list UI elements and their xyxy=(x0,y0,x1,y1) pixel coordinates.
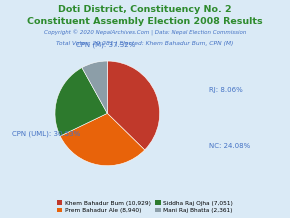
Text: CPN (UML): 30.53%: CPN (UML): 30.53% xyxy=(12,131,80,137)
Text: Constituent Assembly Election 2008 Results: Constituent Assembly Election 2008 Resul… xyxy=(27,17,263,26)
Wedge shape xyxy=(82,61,107,113)
Text: RJ: 8.06%: RJ: 8.06% xyxy=(209,87,242,94)
Legend: Khem Bahadur Bum (10,929), Prem Bahadur Ale (8,940), Siddha Raj Ojha (7,051), Ma: Khem Bahadur Bum (10,929), Prem Bahadur … xyxy=(56,199,234,214)
Wedge shape xyxy=(55,68,107,136)
Text: CPN (M): 37.32%: CPN (M): 37.32% xyxy=(76,42,135,48)
Text: Doti District, Constituency No. 2: Doti District, Constituency No. 2 xyxy=(58,5,232,14)
Text: Total Votes: 29,281 | Elected: Khem Bahadur Bum, CPN (M): Total Votes: 29,281 | Elected: Khem Baha… xyxy=(56,40,234,46)
Text: Copyright © 2020 NepalArchives.Com | Data: Nepal Election Commission: Copyright © 2020 NepalArchives.Com | Dat… xyxy=(44,29,246,36)
Wedge shape xyxy=(107,61,160,150)
Text: NC: 24.08%: NC: 24.08% xyxy=(209,143,250,149)
Wedge shape xyxy=(60,113,145,166)
